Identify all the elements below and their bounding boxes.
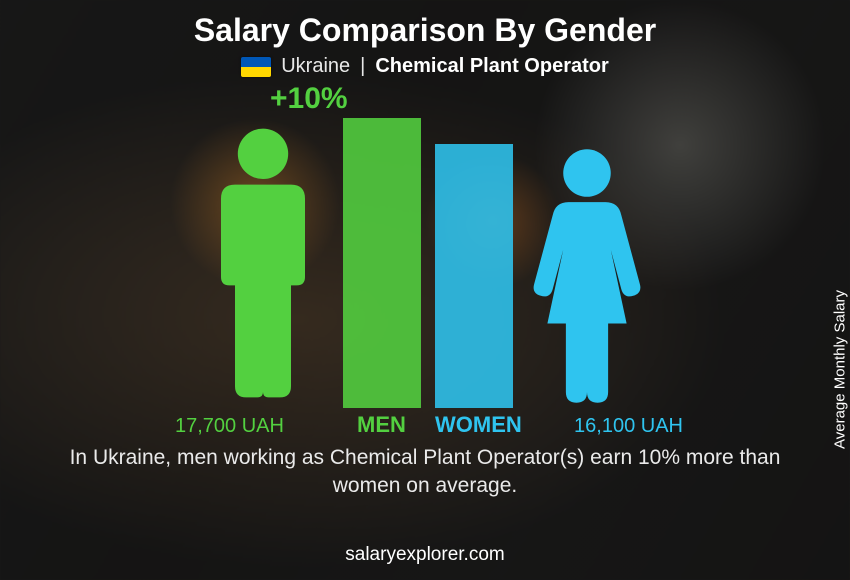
women-label: WOMEN: [435, 412, 522, 438]
women-salary: 16,100 UAH: [574, 415, 683, 438]
percent-difference: +10%: [270, 82, 348, 116]
subtitle: Ukraine | Chemical Plant Operator: [241, 55, 609, 78]
women-bar: [435, 144, 513, 408]
men-salary: 17,700 UAH: [175, 415, 284, 438]
flag-top-stripe: [241, 57, 271, 67]
page-title: Salary Comparison By Gender: [194, 12, 656, 49]
flag-bottom-stripe: [241, 67, 271, 77]
infographic-content: Salary Comparison By Gender Ukraine | Ch…: [0, 0, 850, 580]
job-title: Chemical Plant Operator: [375, 55, 608, 78]
man-icon: [193, 118, 333, 408]
ukraine-flag-icon: [241, 57, 271, 77]
y-axis-label: Average Monthly Salary: [832, 290, 849, 449]
separator: |: [360, 55, 365, 78]
caption-text: In Ukraine, men working as Chemical Plan…: [65, 444, 785, 501]
site-credit: salaryexplorer.com: [0, 544, 850, 566]
comparison-chart: +10% 17,700 UAH MEN WOMEN 16,100 UAH: [95, 82, 755, 442]
country-label: Ukraine: [281, 55, 350, 78]
men-bar: [343, 118, 421, 408]
men-label: MEN: [357, 412, 406, 438]
woman-icon: [517, 144, 657, 408]
